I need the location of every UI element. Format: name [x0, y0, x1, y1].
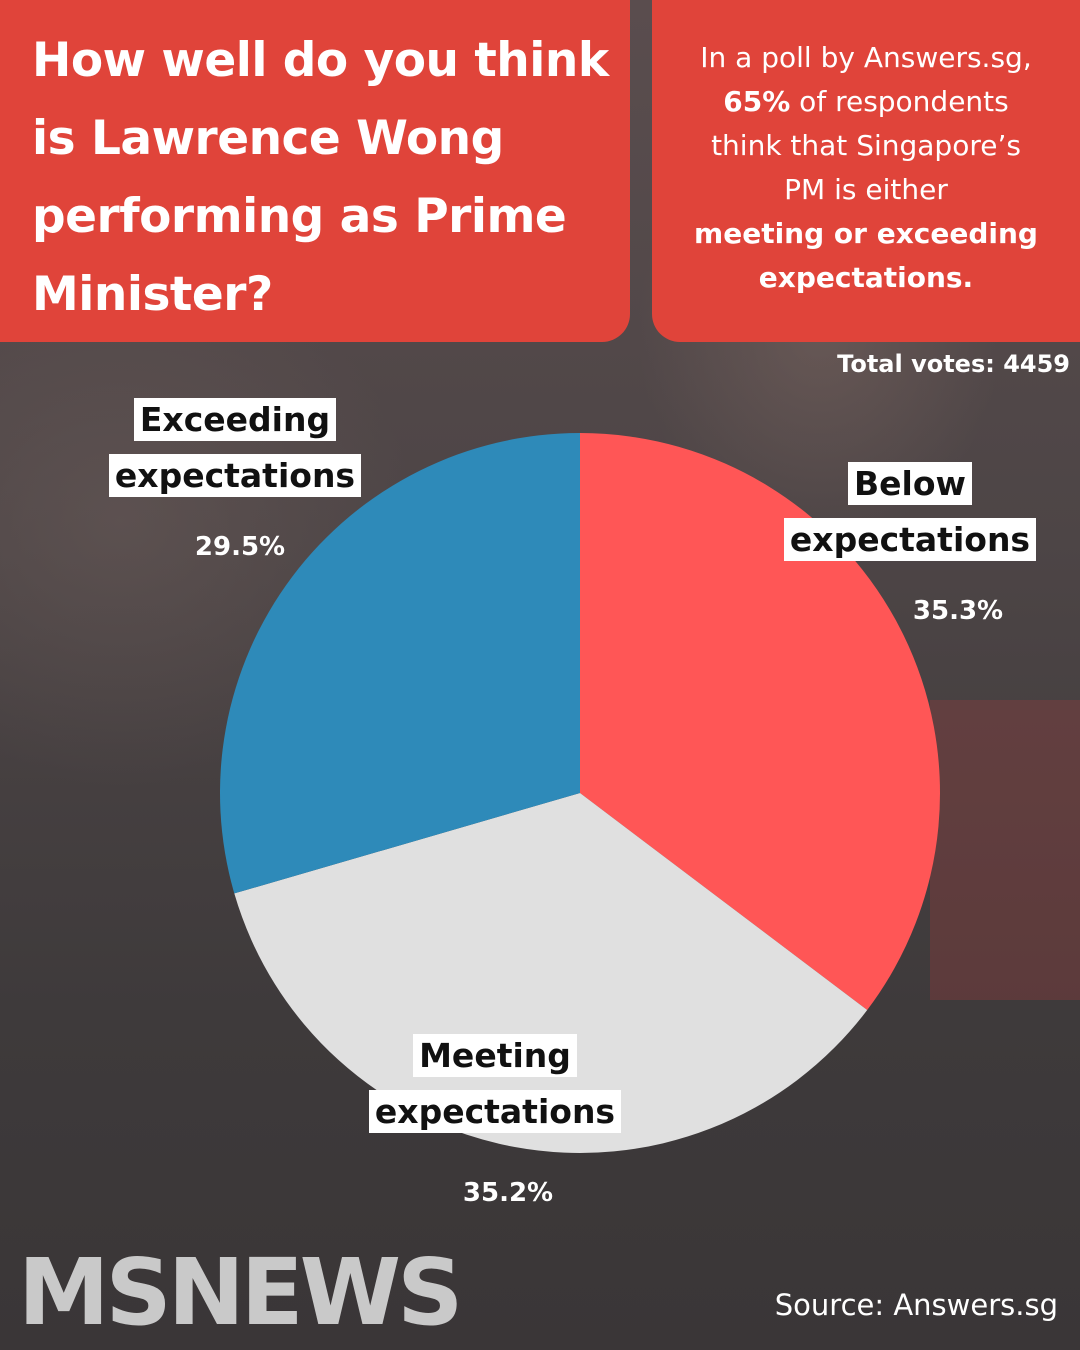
- info-line-2: 65% of respondents: [652, 80, 1080, 124]
- slice-meeting: [234, 793, 868, 1153]
- info-highlight-pct: 65%: [723, 85, 791, 118]
- label-meeting-text: Meeting expectations: [368, 1034, 622, 1133]
- label-meeting: Meeting expectations: [355, 1028, 635, 1140]
- info-line-4: PM is either: [784, 173, 948, 206]
- label-exceeding: Exceeding expectations: [80, 392, 390, 504]
- slice-below: [580, 433, 940, 1011]
- label-below-text: Below expectations: [783, 462, 1037, 561]
- title-banner: How well do you think is Lawrence Wong p…: [0, 0, 630, 342]
- pct-below: 35.3%: [912, 596, 1004, 626]
- pct-meeting: 35.2%: [462, 1178, 554, 1208]
- total-votes: Total votes: 4459: [837, 350, 1070, 378]
- source-text: Source: Answers.sg: [774, 1288, 1058, 1322]
- chart-title: How well do you think is Lawrence Wong p…: [32, 33, 609, 322]
- label-below: Below expectations: [770, 456, 1050, 568]
- info-banner: In a poll by Answers.sg, 65% of responde…: [652, 0, 1080, 342]
- info-line-1: In a poll by Answers.sg,: [700, 41, 1032, 74]
- pct-exceeding: 29.5%: [194, 532, 286, 562]
- info-bold-1: meeting or exceeding: [694, 217, 1038, 250]
- info-line-3: think that Singapore’s: [711, 129, 1021, 162]
- info-line-2-rest: of respondents: [790, 85, 1009, 118]
- info-bold-2: expectations.: [758, 261, 974, 294]
- slice-exceeding: [219, 433, 580, 894]
- background-stripe: [930, 700, 1080, 1000]
- brand-logo: MSNEWS: [18, 1239, 463, 1346]
- info-text: In a poll by Answers.sg, 65% of responde…: [652, 36, 1080, 300]
- label-exceeding-text: Exceeding expectations: [108, 398, 362, 497]
